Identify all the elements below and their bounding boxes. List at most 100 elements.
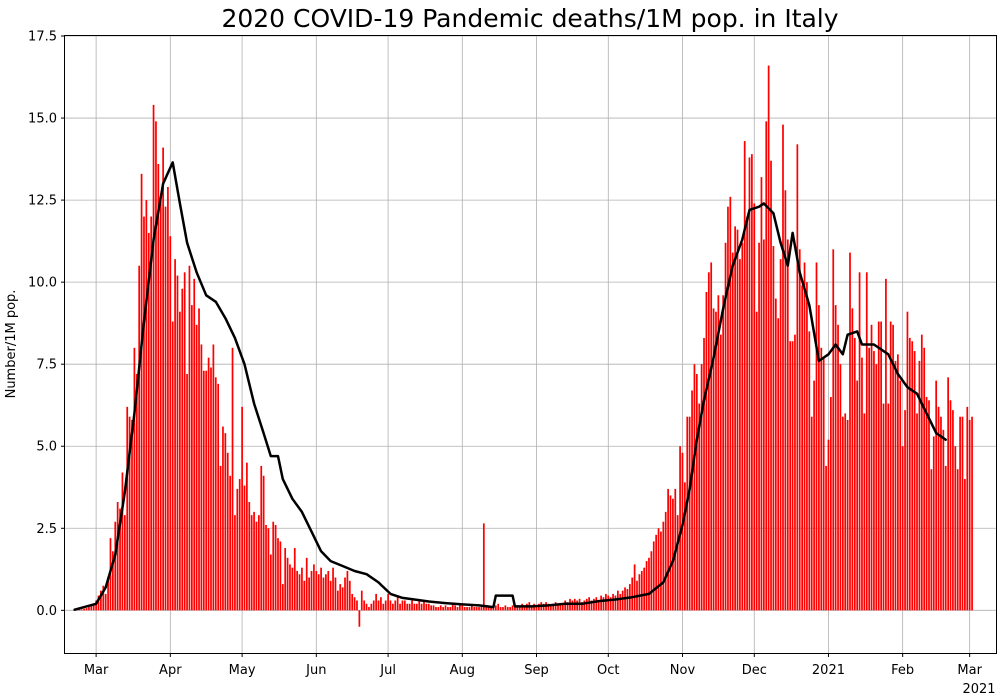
bar [444, 605, 447, 611]
bar [100, 590, 102, 611]
bar [284, 547, 287, 611]
bar [786, 239, 789, 611]
bar [281, 584, 284, 611]
bar [918, 360, 921, 611]
bar [480, 607, 483, 611]
bar [722, 295, 725, 611]
bar [571, 600, 574, 611]
bar [695, 374, 698, 611]
bar [224, 433, 227, 611]
bar [585, 598, 588, 611]
bar [286, 557, 289, 611]
bar [552, 603, 555, 611]
bar [131, 419, 133, 611]
bar [834, 305, 837, 611]
bar [664, 511, 667, 611]
bar [497, 603, 500, 611]
bar [135, 374, 138, 611]
y-tick-label: 17.5 [28, 30, 57, 45]
x-tick-label: Mar [957, 663, 982, 678]
bar [803, 262, 806, 611]
bar [928, 400, 930, 611]
bar [241, 406, 243, 611]
bar [516, 605, 519, 611]
bar [200, 344, 203, 611]
bar [133, 347, 136, 611]
bar [112, 551, 114, 611]
bar [506, 607, 509, 611]
bar [743, 141, 746, 611]
bar [485, 607, 488, 611]
bar [923, 347, 926, 611]
bar [85, 608, 88, 611]
bar [731, 252, 734, 611]
bar [633, 564, 636, 611]
moving-average-line [73, 161, 947, 611]
bar [652, 541, 655, 611]
bar [853, 337, 856, 611]
bar [602, 597, 605, 611]
bar [643, 567, 646, 611]
bar [511, 605, 514, 611]
bar [207, 357, 210, 611]
bar [188, 265, 191, 611]
bar [212, 344, 215, 611]
bar [181, 288, 184, 611]
bar [822, 357, 825, 611]
bar [334, 577, 337, 611]
bar [810, 416, 813, 611]
x-tick-label: 2021 [812, 663, 845, 678]
bar [255, 521, 258, 611]
bar [327, 570, 330, 611]
bar [83, 608, 86, 611]
bar [796, 144, 799, 611]
bar [911, 341, 914, 611]
bar [269, 554, 272, 611]
bar [660, 531, 662, 611]
bar [315, 570, 318, 611]
bar [336, 590, 339, 611]
bar [114, 521, 117, 611]
bar [250, 515, 253, 611]
bar [296, 570, 299, 611]
bar [851, 308, 854, 611]
bar [494, 605, 497, 611]
bar [128, 416, 131, 611]
bar [116, 502, 119, 611]
y-axis-ticks: 0.0 2.5 5.0 7.5 10.0 12.5 15.0 17.5 [28, 30, 65, 619]
bar [317, 574, 320, 611]
bar [301, 567, 303, 611]
bar [870, 324, 873, 611]
bar [90, 606, 93, 611]
bar [736, 229, 739, 611]
bar [576, 600, 579, 611]
bar [679, 446, 681, 611]
bar [368, 607, 370, 611]
bar [638, 574, 641, 611]
y-tick-label: 5.0 [36, 440, 57, 455]
bar [806, 282, 808, 611]
bar [873, 351, 875, 611]
bar [102, 585, 105, 611]
bar [214, 377, 217, 611]
x-tick-label: Aug [450, 663, 475, 678]
bar [712, 308, 715, 611]
bar [559, 603, 562, 611]
bar [437, 607, 440, 611]
bar [329, 580, 332, 611]
bar [703, 337, 705, 611]
bar [734, 226, 736, 611]
bar [92, 603, 95, 611]
bar [932, 436, 935, 611]
bar [222, 426, 224, 611]
bar [684, 482, 686, 611]
y-tick-label: 12.5 [28, 194, 57, 209]
bar [289, 564, 291, 611]
x-tick-label: Jul [379, 663, 396, 678]
bar [360, 590, 363, 611]
bar [825, 465, 827, 611]
bar [353, 597, 356, 611]
bar [631, 577, 634, 611]
bar [593, 598, 595, 611]
